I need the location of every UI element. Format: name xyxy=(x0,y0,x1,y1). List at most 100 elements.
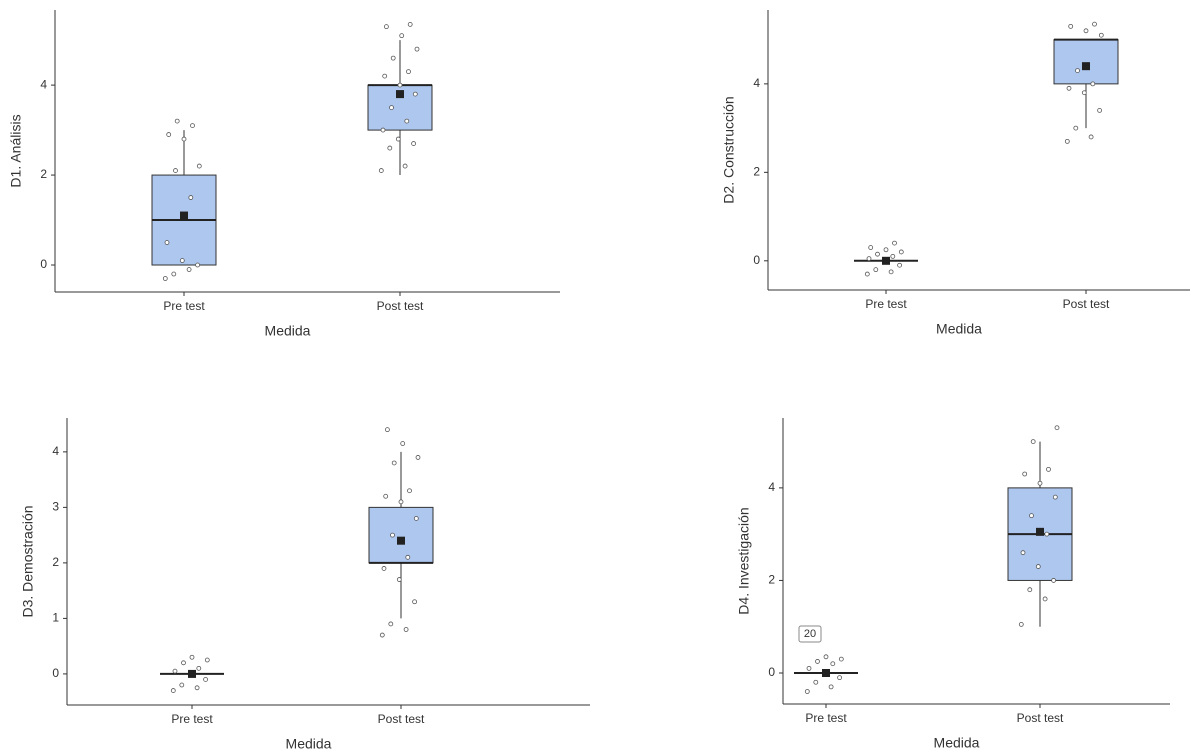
data-point xyxy=(897,262,902,268)
data-point xyxy=(196,163,202,169)
data-point xyxy=(1068,23,1074,29)
data-point xyxy=(378,168,384,173)
y-axis-title: D2. Construcción xyxy=(721,96,737,203)
data-point xyxy=(1052,494,1058,500)
x-tick-label: Post test xyxy=(1063,297,1110,311)
data-point xyxy=(1037,480,1043,486)
data-point xyxy=(404,118,410,124)
annotation-box xyxy=(798,625,822,643)
data-point xyxy=(804,689,810,694)
mean xyxy=(396,90,404,99)
data-point xyxy=(190,123,195,128)
x-tick-label: Pre test xyxy=(171,712,213,726)
data-point xyxy=(1046,466,1051,472)
x-tick-label: Pre test xyxy=(865,297,907,311)
data-point xyxy=(164,240,170,245)
data-point xyxy=(179,682,185,688)
data-point xyxy=(179,258,185,263)
data-point xyxy=(383,493,389,499)
data-point xyxy=(828,684,834,690)
mean xyxy=(882,256,890,265)
data-point xyxy=(1042,596,1048,602)
y-tick-label: 1 xyxy=(52,611,59,625)
x-tick-label: Post test xyxy=(1017,711,1064,725)
data-point xyxy=(1029,513,1034,519)
data-point xyxy=(1092,21,1097,27)
data-point xyxy=(390,532,395,538)
data-point xyxy=(396,577,402,582)
x-axis-title: Medida xyxy=(934,735,980,751)
x-tick-label: Pre test xyxy=(163,299,205,313)
y-tick-label: 4 xyxy=(40,77,47,91)
data-point xyxy=(411,141,417,146)
data-point xyxy=(186,267,192,272)
data-point xyxy=(391,460,397,466)
data-point xyxy=(883,247,889,253)
data-point xyxy=(868,245,874,250)
x-axis-title: Medida xyxy=(936,321,982,337)
data-point xyxy=(173,168,178,173)
data-point xyxy=(181,660,186,666)
mean xyxy=(397,536,405,545)
data-point xyxy=(838,656,844,662)
data-point xyxy=(413,516,419,521)
data-point xyxy=(1054,425,1060,431)
y-tick-label: 2 xyxy=(753,165,760,179)
data-point xyxy=(875,251,880,257)
data-point xyxy=(1018,622,1024,627)
data-point xyxy=(390,55,396,61)
data-point xyxy=(1044,531,1050,537)
data-point xyxy=(181,136,187,142)
data-point xyxy=(406,69,411,75)
data-point xyxy=(1083,28,1089,34)
y-axis-title: D1. Análisis xyxy=(8,114,24,187)
data-point xyxy=(1088,134,1094,140)
data-point xyxy=(384,427,390,433)
data-point xyxy=(864,271,870,277)
y-tick-label: 0 xyxy=(753,253,760,267)
data-point xyxy=(837,675,842,681)
data-point xyxy=(400,441,406,446)
y-tick-label: 0 xyxy=(52,666,59,680)
y-tick-label: 4 xyxy=(753,76,760,90)
y-tick-label: 3 xyxy=(52,500,59,514)
data-point xyxy=(188,195,194,200)
data-point xyxy=(171,271,177,277)
data-point xyxy=(888,269,894,275)
data-point xyxy=(415,455,421,460)
data-point xyxy=(383,24,389,30)
data-point xyxy=(397,82,403,88)
mean xyxy=(180,211,188,220)
y-tick-label: 4 xyxy=(768,480,775,494)
data-point xyxy=(830,661,836,667)
data-point xyxy=(395,136,401,142)
data-point xyxy=(189,654,195,660)
data-point xyxy=(162,276,168,281)
y-tick-label: 0 xyxy=(768,665,775,679)
data-point xyxy=(195,262,201,268)
data-point xyxy=(379,632,385,638)
data-point xyxy=(204,657,210,663)
x-axis-title: Medida xyxy=(265,323,311,339)
data-point xyxy=(823,654,829,660)
data-point xyxy=(1022,471,1028,477)
data-point xyxy=(196,665,202,671)
data-point xyxy=(1098,32,1104,38)
x-tick-label: Post test xyxy=(378,712,425,726)
data-point xyxy=(1035,564,1041,569)
data-point xyxy=(815,659,820,664)
data-point xyxy=(873,267,879,273)
data-point xyxy=(412,91,418,97)
data-point xyxy=(203,677,209,682)
data-point xyxy=(407,21,413,27)
y-tick-label: 2 xyxy=(52,555,59,569)
data-point xyxy=(1066,85,1072,91)
data-point xyxy=(387,145,393,151)
y-axis-title: D3. Demostración xyxy=(20,505,36,617)
data-point xyxy=(399,33,405,39)
data-point xyxy=(1020,550,1026,556)
x-axis-title: Medida xyxy=(286,736,332,752)
data-point xyxy=(813,679,819,685)
y-tick-label: 4 xyxy=(52,444,59,458)
